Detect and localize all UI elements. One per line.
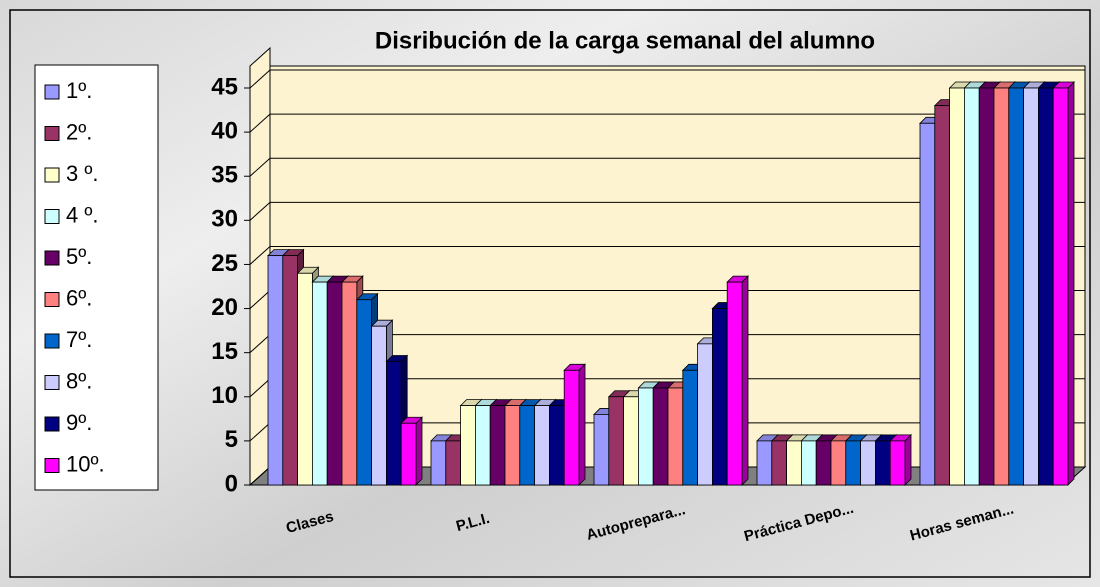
bar-side (1067, 81, 1075, 486)
bar (756, 440, 773, 486)
y-tick-label: 30 (211, 206, 238, 233)
bar (474, 405, 491, 486)
grid-line-side (249, 334, 271, 354)
grid-line-side (249, 157, 271, 177)
legend-label: 4 º. (66, 202, 99, 227)
y-tick-label: 0 (225, 470, 238, 497)
bar (786, 440, 802, 486)
y-tick-label: 45 (211, 73, 238, 100)
bar (400, 422, 417, 486)
legend-label: 9º. (66, 410, 92, 435)
bar (830, 440, 847, 486)
grid-line-side (249, 113, 271, 133)
bar (430, 440, 447, 486)
legend-label: 3 º. (66, 161, 99, 186)
y-tick-label: 5 (225, 426, 238, 453)
y-tick-label: 25 (211, 250, 238, 277)
bar (652, 387, 669, 486)
bar (326, 281, 343, 486)
bar (534, 405, 550, 486)
legend-swatch (44, 209, 60, 224)
chart-border (9, 9, 1091, 578)
bar (1008, 87, 1024, 486)
bar (460, 405, 476, 486)
legend-swatch (44, 126, 60, 141)
bar (993, 87, 1010, 486)
y-tick-label: 40 (211, 117, 238, 144)
grid-line-side (249, 422, 271, 442)
side-wall (249, 46, 271, 487)
legend-swatch (44, 375, 60, 390)
bar (726, 281, 743, 486)
bar-side (904, 433, 912, 486)
bar (771, 440, 787, 486)
grid-line-side (249, 466, 271, 486)
grid-line-side (249, 201, 271, 221)
bar (282, 255, 298, 486)
bar (860, 440, 876, 486)
bar (667, 387, 684, 486)
bar (385, 361, 402, 486)
legend-swatch (44, 292, 60, 307)
bar (519, 405, 535, 486)
bar-side (578, 363, 586, 486)
y-tick-label: 35 (211, 162, 238, 189)
bar (934, 105, 950, 486)
grid-line-side (249, 290, 271, 309)
bar (267, 255, 284, 486)
legend-label: 7º. (66, 327, 92, 352)
bar (297, 272, 313, 486)
legend-label: 10º. (66, 451, 105, 476)
legend-swatch (44, 167, 60, 183)
bar (801, 440, 817, 486)
bar (356, 299, 372, 486)
grid-line-side (249, 378, 271, 398)
bar (608, 396, 624, 486)
legend-label: 5º. (66, 244, 92, 269)
bar (964, 87, 980, 486)
bar (623, 396, 639, 486)
bar (504, 405, 521, 486)
bar (889, 440, 906, 486)
bar (549, 405, 565, 486)
legend-swatch (44, 84, 60, 100)
bar (1038, 87, 1054, 486)
legend-label: 1º. (66, 78, 92, 103)
legend-label: 8º. (66, 368, 92, 393)
legend-swatch (44, 250, 60, 266)
bar (593, 414, 610, 486)
bar (311, 281, 328, 486)
legend-label: 2º. (66, 119, 92, 144)
bar (875, 440, 891, 486)
bar (445, 440, 461, 486)
y-tick-label: 15 (211, 338, 238, 365)
grid-line-side (249, 246, 271, 265)
legend-swatch (44, 416, 60, 432)
legend-swatch (44, 333, 60, 349)
bar (815, 440, 832, 486)
bar-side (741, 275, 749, 486)
legend-swatch (44, 458, 60, 473)
bar-side (415, 416, 423, 486)
bar (697, 343, 713, 486)
bar (919, 122, 936, 486)
grid-line-side (249, 69, 271, 89)
bar (638, 387, 654, 486)
bar (949, 87, 965, 486)
bar (489, 405, 506, 486)
bar (341, 281, 358, 486)
bar (1023, 87, 1039, 486)
bar (978, 87, 995, 486)
bar (682, 369, 698, 486)
bar (1052, 87, 1069, 486)
bar (712, 308, 728, 486)
bar (563, 369, 580, 486)
legend-label: 6º. (66, 285, 92, 310)
y-tick-label: 10 (211, 382, 238, 409)
chart-title: Disribución de la carga semanal del alum… (375, 27, 875, 54)
bar (845, 440, 861, 486)
bar (371, 325, 387, 486)
y-tick-label: 20 (211, 294, 238, 321)
